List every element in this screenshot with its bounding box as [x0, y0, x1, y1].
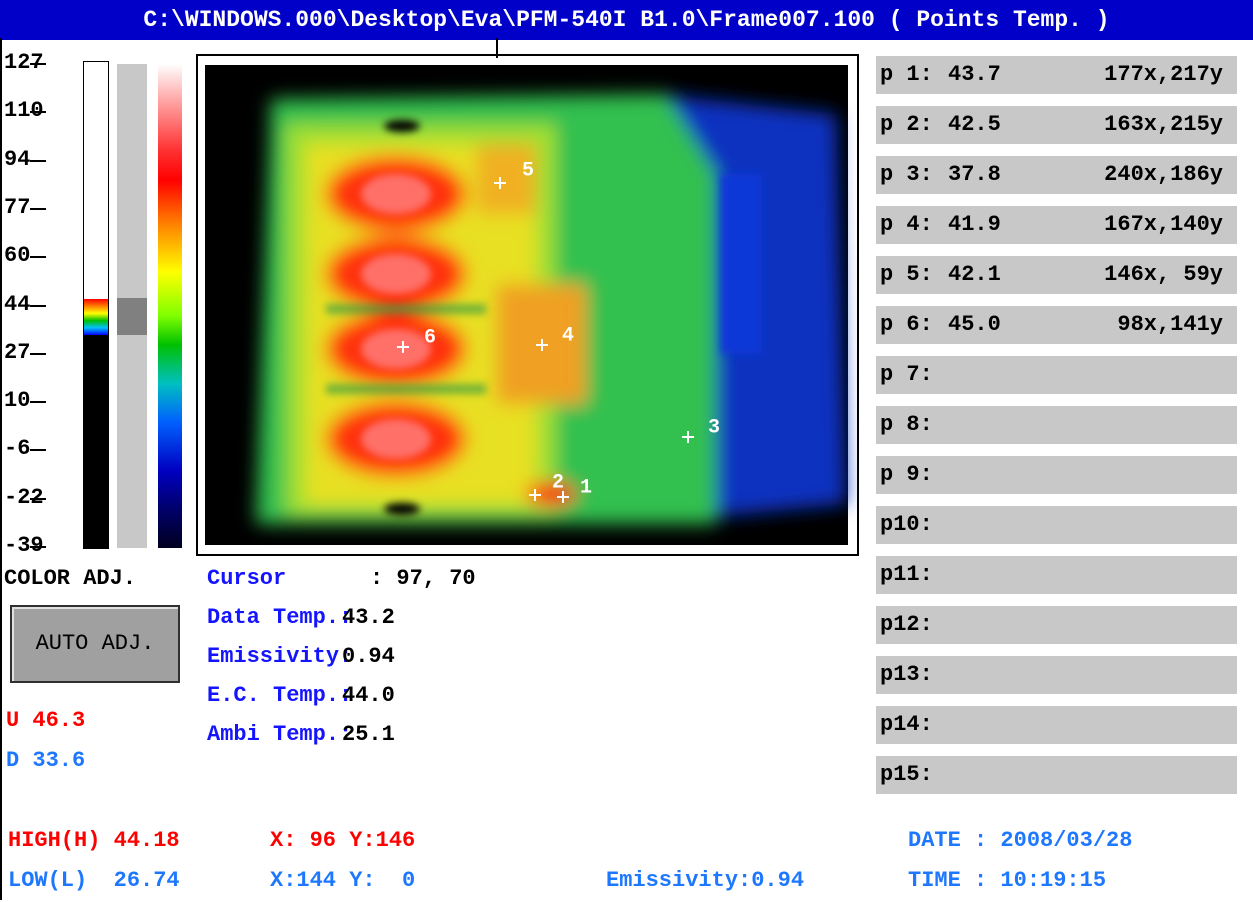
- low-position: X:144 Y: 0: [270, 868, 415, 893]
- point-row: p 3: 37.8 240x,186y: [876, 156, 1237, 194]
- point-label: p10:: [880, 506, 933, 544]
- point-coords: 163x,215y: [1104, 106, 1223, 144]
- point-row: p15:: [876, 756, 1237, 794]
- point-temp: 45.0: [948, 306, 1001, 344]
- point-label: p15:: [880, 756, 933, 794]
- point-label: p 9:: [880, 456, 933, 494]
- point-label: p 8:: [880, 406, 933, 444]
- high-temp: HIGH(H) 44.18: [8, 828, 180, 853]
- info-label: E.C. Temp.:: [207, 683, 352, 708]
- scale-tick: [30, 208, 46, 210]
- point-label: p 1:: [880, 56, 933, 94]
- level-bar: [83, 61, 109, 549]
- mouse-cursor: [496, 38, 502, 58]
- point-row: p13:: [876, 656, 1237, 694]
- info-value: 43.2: [342, 605, 395, 630]
- time: TIME : 10:19:15: [908, 868, 1106, 893]
- level-fill: [84, 335, 108, 548]
- marker-label: 2: [552, 471, 564, 494]
- point-row: p11:: [876, 556, 1237, 594]
- color-palette: [158, 64, 182, 548]
- info-label: Cursor: [207, 566, 286, 591]
- point-temp: 42.1: [948, 256, 1001, 294]
- info-label: Emissivity:: [207, 644, 352, 669]
- marker-label: 5: [522, 159, 534, 182]
- scale-tick: [30, 401, 46, 403]
- scale-tick: [30, 546, 46, 548]
- point-temp: 43.7: [948, 56, 1001, 94]
- point-coords: 177x,217y: [1104, 56, 1223, 94]
- point-coords: 240x,186y: [1104, 156, 1223, 194]
- scale-tick: [30, 305, 46, 307]
- info-value: 0.94: [342, 644, 395, 669]
- scale-tick: [30, 160, 46, 162]
- scale-tick: [30, 111, 46, 113]
- scale-tick: [30, 256, 46, 258]
- info-value: 25.1: [342, 722, 395, 747]
- point-label: p13:: [880, 656, 933, 694]
- info-value: : 97, 70: [370, 566, 476, 591]
- auto-adj-button[interactable]: AUTO ADJ.: [10, 605, 180, 683]
- point-row: p 9:: [876, 456, 1237, 494]
- high-position: X: 96 Y:146: [270, 828, 415, 853]
- scale-tick: [30, 63, 46, 65]
- point-row: p10:: [876, 506, 1237, 544]
- upper-limit: U 46.3: [6, 708, 85, 733]
- point-label: p12:: [880, 606, 933, 644]
- info-value: 44.0: [342, 683, 395, 708]
- marker-label: 4: [562, 324, 574, 347]
- point-row: p 2: 42.5 163x,215y: [876, 106, 1237, 144]
- date: DATE : 2008/03/28: [908, 828, 1132, 853]
- range-bar: [117, 64, 147, 548]
- level-range: [84, 299, 108, 335]
- title-bar: C:\WINDOWS.000\Desktop\Eva\PFM-540I B1.0…: [0, 0, 1253, 40]
- marker-label: 3: [708, 416, 720, 439]
- thermal-image: 12 3 4 5 6: [196, 54, 859, 556]
- point-label: p11:: [880, 556, 933, 594]
- scale-tick: [30, 498, 46, 500]
- point-row: p 4: 41.9 167x,140y: [876, 206, 1237, 244]
- scale-tick: [30, 353, 46, 355]
- point-label: p 6:: [880, 306, 933, 344]
- point-label: p 5:: [880, 256, 933, 294]
- point-coords: 98x,141y: [1117, 306, 1223, 344]
- info-label: Ambi Temp.:: [207, 722, 352, 747]
- point-row: p12:: [876, 606, 1237, 644]
- point-coords: 146x, 59y: [1104, 256, 1223, 294]
- point-label: p 3:: [880, 156, 933, 194]
- point-row: p 6: 45.0 98x,141y: [876, 306, 1237, 344]
- point-label: p 7:: [880, 356, 933, 394]
- point-row: p 7:: [876, 356, 1237, 394]
- point-temp: 37.8: [948, 156, 1001, 194]
- point-row: p14:: [876, 706, 1237, 744]
- info-label: Data Temp.:: [207, 605, 352, 630]
- point-label: p 2:: [880, 106, 933, 144]
- footer-emissivity: Emissivity:0.94: [606, 868, 804, 893]
- point-label: p14:: [880, 706, 933, 744]
- low-temp: LOW(L) 26.74: [8, 868, 180, 893]
- point-temp: 42.5: [948, 106, 1001, 144]
- point-temp: 41.9: [948, 206, 1001, 244]
- point-row: p 1: 43.7 177x,217y: [876, 56, 1237, 94]
- marker-label: 6: [424, 326, 436, 349]
- marker-label: 1: [580, 476, 592, 499]
- app-window: C:\WINDOWS.000\Desktop\Eva\PFM-540I B1.0…: [0, 0, 1253, 902]
- point-row: p 5: 42.1 146x, 59y: [876, 256, 1237, 294]
- point-coords: 167x,140y: [1104, 206, 1223, 244]
- left-border: [0, 38, 2, 900]
- point-label: p 4:: [880, 206, 933, 244]
- lower-limit: D 33.6: [6, 748, 85, 773]
- range-marker: [117, 298, 147, 335]
- scale-tick: [30, 449, 46, 451]
- point-row: p 8:: [876, 406, 1237, 444]
- color-adj-label: COLOR ADJ.: [4, 566, 136, 591]
